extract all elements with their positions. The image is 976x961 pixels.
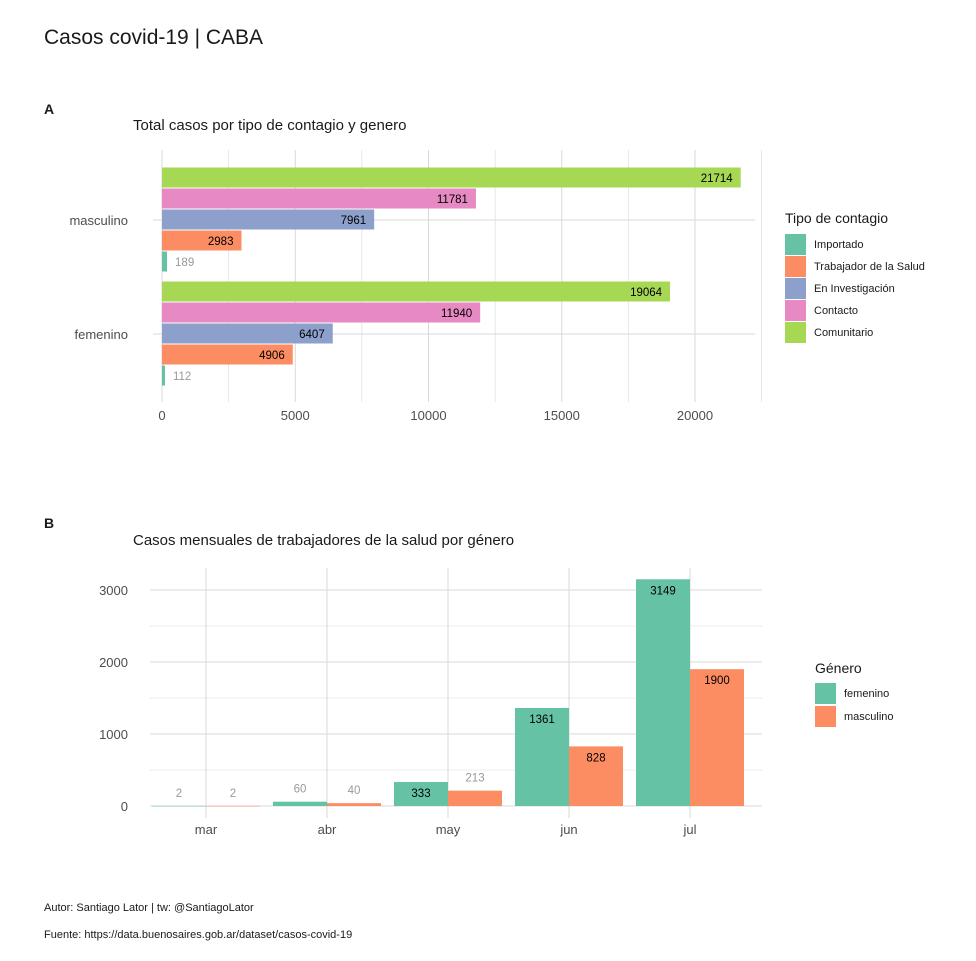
chart-a-plot: 0 5000 10000 15000 20000 masculino femenino 189… <box>69 150 762 423</box>
bar <box>162 344 293 365</box>
legend-b-key-masculino <box>815 706 836 727</box>
legend-b-item: femenino <box>815 683 889 704</box>
caption-source: Fuente: https://data.buenosaires.gob.ar/… <box>44 929 353 941</box>
x-tick-label: jun <box>559 822 577 837</box>
bar <box>206 805 260 807</box>
bar <box>162 281 671 302</box>
bar <box>273 801 327 806</box>
panel-b-tag: B <box>44 515 55 531</box>
legend-a-label: En Investigación <box>814 282 895 295</box>
legend-a-item: Importado <box>785 234 864 255</box>
x-tick-label: may <box>436 822 461 837</box>
bar <box>162 167 741 188</box>
data-label: 2 <box>230 788 236 800</box>
legend-a-label: Contacto <box>814 304 859 317</box>
bar <box>448 790 502 806</box>
bar <box>690 669 744 806</box>
legend-a-key-trabajador <box>785 256 806 277</box>
legend-a-item: Comunitario <box>785 322 873 343</box>
data-label: 3149 <box>650 585 676 597</box>
x-tick-label: 5000 <box>281 408 310 423</box>
legend-a-item: Trabajador de la Salud <box>785 256 925 277</box>
x-tick-label: 15000 <box>544 408 580 423</box>
data-label: 828 <box>586 752 605 764</box>
x-tick-label: 20000 <box>677 408 713 423</box>
y-tick-label: femenino <box>75 327 128 342</box>
legend-a-key-importado <box>785 234 806 255</box>
bar <box>515 708 569 806</box>
legend-b-title: Género <box>815 660 862 676</box>
y-tick-label: 3000 <box>99 583 128 598</box>
y-tick-label: 1000 <box>99 727 128 742</box>
data-label: 6407 <box>299 329 325 341</box>
bar <box>152 805 206 807</box>
data-label: 333 <box>411 788 430 800</box>
bar <box>636 579 690 806</box>
legend-b-key-femenino <box>815 683 836 704</box>
data-label: 19064 <box>630 287 663 299</box>
y-tick-label: 0 <box>121 799 128 814</box>
data-label: 1900 <box>704 675 730 687</box>
legend-b-label: masculino <box>844 710 894 723</box>
data-label: 112 <box>173 371 191 383</box>
chart-b-title: Casos mensuales de trabajadores de la sa… <box>133 532 515 549</box>
x-tick-label: abr <box>318 822 337 837</box>
legend-a-label: Comunitario <box>814 326 874 339</box>
data-label: 2983 <box>208 236 234 248</box>
data-label: 60 <box>294 784 307 796</box>
data-label: 7961 <box>341 215 367 227</box>
data-label: 2 <box>176 788 182 800</box>
chart-b-plot: 0 1000 2000 3000 mar abr may jun jul 2 2 60 40 333 213… <box>99 568 762 837</box>
legend-b-item: masculino <box>815 706 894 727</box>
data-label: 21714 <box>701 173 734 185</box>
data-label: 11781 <box>437 194 468 206</box>
data-label: 1361 <box>529 714 555 726</box>
bar <box>162 188 476 209</box>
bar <box>162 209 375 230</box>
legend-a-key-comunitario <box>785 322 806 343</box>
bar <box>162 251 168 272</box>
x-tick-label: mar <box>195 822 218 837</box>
bar <box>327 803 381 806</box>
legend-b-label: femenino <box>844 687 890 700</box>
bar <box>394 782 448 806</box>
caption-author: Autor: Santiago Lator | tw: @SantiagoLat… <box>44 902 254 914</box>
chart-a-title: Total casos por tipo de contagio y gener… <box>133 117 407 134</box>
x-tick-label: jul <box>682 822 696 837</box>
data-label: 189 <box>175 257 194 269</box>
legend-a-item: En Investigación <box>785 278 895 299</box>
bar <box>162 365 165 386</box>
bar <box>162 302 481 323</box>
page-title: Casos covid-19 | CABA <box>44 26 264 49</box>
bar <box>162 230 242 251</box>
bar <box>162 323 333 344</box>
legend-a-key-investigacion <box>785 278 806 299</box>
legend-a-title: Tipo de contagio <box>785 210 888 226</box>
y-tick-label: masculino <box>69 213 128 228</box>
x-tick-label: 10000 <box>410 408 446 423</box>
x-tick-label: 0 <box>158 408 165 423</box>
data-label: 213 <box>465 773 484 785</box>
y-tick-label: 2000 <box>99 655 128 670</box>
legend-a-label: Importado <box>814 238 864 251</box>
legend-a-item: Contacto <box>785 300 858 321</box>
panel-a-tag: A <box>44 101 55 117</box>
data-label: 4906 <box>259 350 285 362</box>
legend-a-key-contacto <box>785 300 806 321</box>
legend-a-label: Trabajador de la Salud <box>814 260 925 273</box>
bar <box>569 746 623 806</box>
data-label: 11940 <box>441 308 472 320</box>
data-label: 40 <box>348 785 361 797</box>
